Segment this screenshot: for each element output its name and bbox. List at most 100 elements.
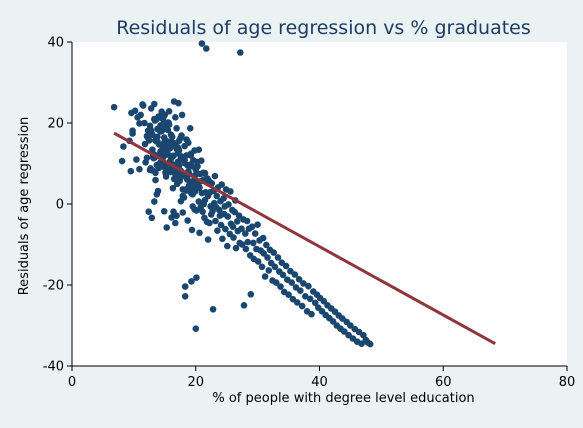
data-point (127, 167, 135, 175)
data-point (118, 157, 126, 165)
data-point (219, 235, 226, 243)
data-point (168, 133, 176, 141)
data-point (250, 239, 257, 247)
data-point (218, 181, 225, 188)
data-point (204, 236, 212, 243)
data-point (193, 274, 200, 282)
data-point (175, 99, 182, 107)
data-point (277, 283, 284, 290)
x-axis: 0 20 40 60 80 (68, 365, 575, 390)
data-point (270, 249, 278, 256)
data-point (272, 279, 280, 286)
y-axis-label: Residuals of age regression (17, 117, 32, 296)
y-tick-label: 20 (47, 117, 64, 132)
data-point (173, 125, 180, 132)
data-point (254, 258, 262, 265)
data-point (237, 49, 244, 56)
data-point (232, 244, 240, 252)
data-point (133, 156, 140, 163)
data-point (233, 218, 241, 225)
data-point (139, 102, 147, 109)
data-point (184, 217, 191, 224)
data-point (188, 278, 195, 285)
data-point (254, 221, 261, 228)
data-point (178, 111, 186, 119)
data-point (308, 310, 315, 318)
y-axis: -40 -20 0 20 40 (43, 36, 73, 375)
data-point (261, 273, 269, 280)
data-point (360, 331, 367, 339)
y-tick-label: -20 (43, 279, 64, 294)
data-point (164, 126, 172, 134)
data-point (214, 227, 221, 234)
y-tick-label: 0 (56, 198, 64, 213)
data-point (162, 173, 170, 180)
data-point (141, 119, 148, 127)
data-point (143, 154, 151, 162)
data-point (259, 234, 267, 242)
data-point (196, 229, 203, 237)
data-point (110, 103, 118, 111)
data-point (238, 225, 245, 232)
data-point (181, 293, 189, 300)
data-point (178, 132, 185, 139)
data-point (220, 195, 227, 202)
data-point (227, 188, 234, 195)
data-point (300, 280, 307, 287)
data-point (165, 121, 173, 128)
data-point (274, 254, 282, 261)
data-point (235, 212, 243, 219)
chart-title: Residuals of age regression vs % graduat… (116, 17, 531, 39)
data-point (298, 302, 306, 310)
data-point (201, 169, 209, 177)
data-point (170, 175, 178, 183)
data-point (203, 45, 210, 52)
y-tick-label: 40 (47, 36, 64, 51)
data-point (192, 325, 200, 333)
data-point (163, 224, 170, 231)
data-point (306, 295, 314, 303)
data-point (288, 279, 296, 286)
data-point (195, 146, 203, 153)
data-point (238, 241, 246, 248)
plot-area (72, 42, 567, 366)
fit-line (113, 131, 496, 346)
data-point (240, 302, 248, 309)
data-point (216, 206, 223, 214)
data-point (172, 114, 179, 121)
data-point (265, 267, 273, 274)
data-point (295, 276, 303, 283)
data-point (231, 208, 238, 216)
data-point (224, 242, 231, 250)
data-point (152, 169, 159, 177)
data-point (148, 214, 156, 222)
x-tick-label: 40 (311, 375, 328, 390)
data-point (137, 111, 144, 119)
data-point (151, 198, 158, 205)
data-point (264, 254, 271, 261)
data-point (188, 226, 196, 234)
data-point (285, 291, 292, 299)
data-point (242, 230, 249, 237)
data-point (136, 120, 143, 127)
data-point (282, 262, 290, 270)
data-point (297, 287, 304, 295)
data-point (149, 131, 156, 138)
data-point (168, 214, 175, 221)
data-point (180, 194, 188, 201)
data-point (165, 108, 173, 115)
data-point (211, 172, 219, 180)
data-point (195, 198, 203, 205)
data-point (229, 223, 237, 230)
data-point (230, 234, 237, 241)
data-point (302, 293, 309, 300)
y-tick-label: -40 (43, 360, 64, 375)
data-point (152, 176, 159, 184)
data-point (129, 127, 136, 134)
data-point (206, 219, 213, 227)
data-point (209, 306, 217, 313)
x-tick-label: 20 (187, 375, 204, 390)
data-point (251, 230, 259, 237)
data-point (145, 208, 152, 215)
